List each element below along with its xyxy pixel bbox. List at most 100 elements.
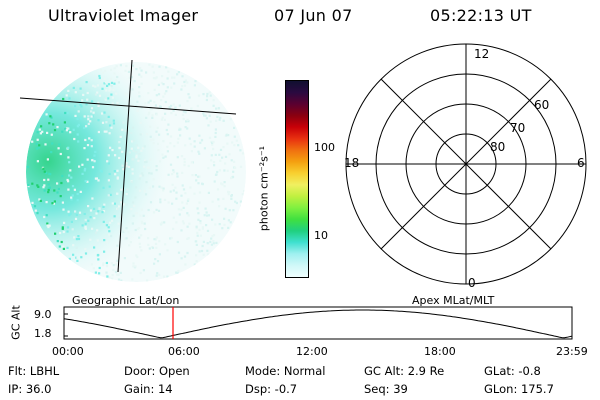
mlat-label-60: 60 (534, 98, 550, 112)
image-pixel (214, 128, 217, 131)
image-pixel (216, 188, 220, 191)
image-pixel (157, 209, 161, 212)
image-pixel (130, 76, 133, 79)
image-pixel (137, 159, 140, 162)
image-pixel (67, 188, 70, 191)
image-pixel (119, 204, 123, 207)
image-pixel (140, 220, 143, 223)
image-pixel (226, 142, 229, 145)
image-pixel (135, 68, 138, 71)
image-pixel (91, 100, 94, 103)
info-filter: Flt: LBHL (8, 364, 60, 378)
image-pixel (204, 114, 207, 117)
image-pixel (221, 156, 224, 159)
image-pixel (158, 133, 161, 136)
image-pixel (147, 237, 150, 240)
image-pixel (151, 116, 154, 119)
image-pixel (107, 226, 110, 229)
image-pixel (166, 150, 169, 153)
image-pixel (119, 64, 122, 67)
image-pixel (138, 177, 141, 180)
image-pixel (111, 277, 114, 280)
image-pixel (115, 263, 118, 266)
image-pixel (118, 141, 121, 144)
image-pixel (69, 212, 72, 215)
altitude-xtick-0000: 00:00 (52, 345, 84, 358)
image-pixel (132, 150, 135, 153)
image-pixel (184, 192, 187, 195)
image-pixel (173, 82, 176, 85)
image-pixel (230, 176, 233, 180)
image-pixel (139, 246, 142, 249)
image-pixel (97, 179, 100, 182)
image-pixel (193, 140, 196, 143)
image-pixel (135, 186, 138, 189)
image-pixel (202, 240, 205, 243)
image-pixel (149, 201, 153, 204)
image-pixel (79, 87, 82, 90)
image-pixel (66, 246, 69, 249)
image-pixel (31, 182, 34, 185)
image-pixel (104, 81, 107, 84)
image-pixel (101, 87, 104, 90)
image-pixel (174, 186, 177, 189)
image-pixel (182, 117, 185, 121)
image-pixel (136, 227, 139, 230)
image-pixel (57, 187, 60, 190)
image-pixel (109, 146, 112, 149)
image-pixel (38, 144, 41, 147)
image-pixel (149, 135, 152, 138)
mlt-line-diag-2 (380, 78, 552, 250)
image-pixel (121, 164, 124, 167)
image-pixel (219, 159, 222, 162)
image-pixel (122, 121, 125, 124)
image-pixel (136, 109, 139, 112)
image-pixel (187, 214, 190, 217)
info-glat: GLat: -0.8 (484, 364, 541, 378)
image-pixel (37, 146, 40, 149)
image-pixel (152, 142, 155, 145)
image-pixel (106, 275, 109, 278)
image-pixel (217, 107, 220, 110)
image-pixel (155, 274, 158, 277)
image-pixel (132, 262, 135, 265)
image-pixel (135, 281, 138, 282)
image-pixel (77, 123, 80, 126)
image-pixel (91, 197, 94, 200)
image-pixel (211, 141, 214, 144)
image-pixel (209, 94, 212, 97)
image-pixel (198, 152, 201, 155)
image-pixel (165, 90, 168, 93)
image-pixel (207, 253, 210, 256)
image-pixel (111, 102, 114, 105)
image-pixel (194, 240, 197, 243)
image-pixel (36, 212, 39, 215)
image-pixel (241, 193, 244, 196)
image-pixel (166, 249, 169, 252)
image-pixel (80, 256, 83, 259)
image-pixel (187, 164, 190, 168)
image-pixel (143, 222, 146, 225)
time-label: 05:22:13 UT (430, 6, 532, 25)
image-pixel (110, 234, 113, 238)
image-pixel (69, 131, 72, 134)
image-pixel (89, 216, 92, 219)
image-pixel (195, 254, 198, 257)
image-pixel (76, 125, 79, 128)
image-pixel (152, 185, 155, 188)
image-pixel (162, 95, 165, 98)
image-pixel (147, 101, 150, 104)
image-pixel (186, 100, 189, 103)
image-pixel (52, 123, 55, 126)
image-pixel (155, 236, 158, 239)
image-pixel (208, 114, 211, 117)
image-pixel (118, 156, 121, 160)
image-pixel (156, 142, 160, 145)
image-pixel (76, 117, 79, 120)
image-pixel (197, 175, 200, 178)
image-pixel (88, 137, 91, 140)
image-pixel (167, 201, 170, 204)
image-pixel (97, 101, 100, 104)
image-pixel (110, 81, 114, 84)
image-pixel (198, 191, 202, 194)
